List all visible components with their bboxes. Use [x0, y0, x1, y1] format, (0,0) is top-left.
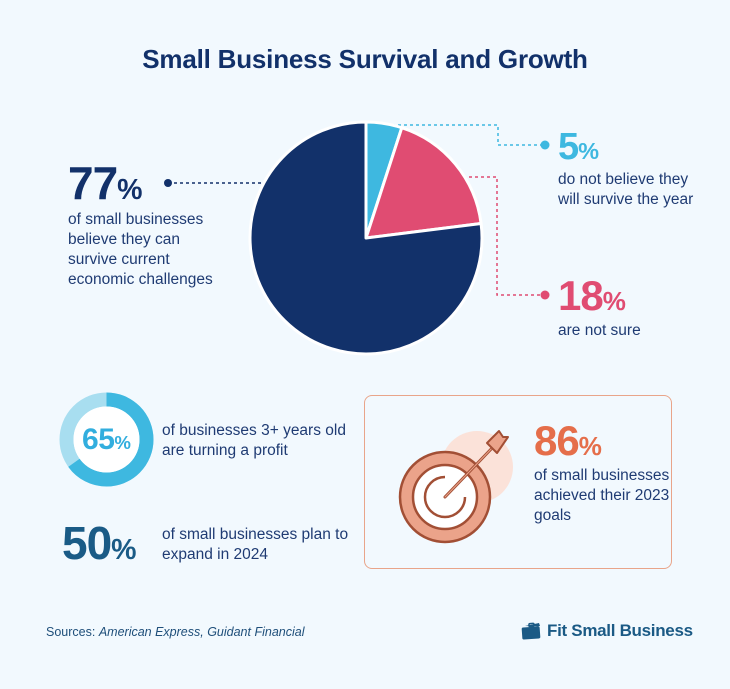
survival-pie-chart [164, 120, 550, 356]
stat-18-description: are not sure [558, 322, 641, 339]
stat-77-value: 77% [68, 157, 143, 209]
connector-5 [374, 124, 545, 146]
stat-86-value: 86% [534, 417, 602, 464]
pie-slice-18 [364, 126, 483, 240]
page-title: Small Business Survival and Growth [142, 44, 588, 74]
brand-name: Fit Small Business [547, 621, 693, 640]
stat-50-value: 50% [62, 517, 137, 569]
stat-50-description: of small businesses plan to expand in 20… [162, 526, 349, 563]
stat-18: 18% are not sure [558, 275, 641, 341]
briefcase-icon [521, 622, 541, 640]
stat-65-description: of businesses 3+ years old are turning a… [162, 422, 346, 459]
stat-50: 50% [62, 520, 137, 566]
donut-progress-65 [59, 392, 154, 487]
stat-86: 86% of small businesses achieved their 2… [534, 420, 674, 526]
connector-dot-18 [540, 290, 550, 300]
stat-18-value: 18% [558, 272, 626, 319]
stat-77: 77% of small businesses believe they can… [68, 160, 228, 290]
sources-label: Sources: [46, 625, 96, 639]
stat-65: 65% [58, 391, 155, 488]
stat-65-value: 65% [82, 422, 131, 456]
profit-donut-chart [59, 392, 154, 487]
connector-dot-5 [540, 140, 550, 150]
stat-5: 5% do not believe they will survive the … [558, 128, 698, 210]
pie-slice-77 [248, 120, 484, 356]
stat-5-description: do not believe they will survive the yea… [558, 171, 694, 208]
stat-5-value: 5% [558, 126, 600, 168]
connector-dot-77 [164, 179, 172, 187]
stat-86-description: of small businesses achieved their 2023 … [534, 467, 670, 524]
sources-list: American Express, Guidant Financial [98, 625, 305, 639]
connector-18 [463, 176, 545, 296]
sources-note: Sources: American Express, Guidant Finan… [46, 625, 304, 639]
stat-77-description: of small businesses believe they can sur… [68, 211, 213, 288]
target-arrow-icon [398, 430, 513, 544]
brand-logo: Fit Small Business [521, 621, 693, 641]
donut-center [73, 406, 140, 473]
